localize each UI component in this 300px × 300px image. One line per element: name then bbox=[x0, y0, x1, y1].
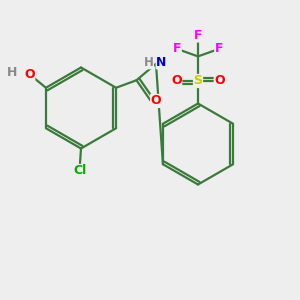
Text: F: F bbox=[215, 42, 223, 56]
Text: O: O bbox=[151, 94, 161, 107]
Text: F: F bbox=[173, 42, 181, 56]
Text: H: H bbox=[7, 66, 17, 79]
Text: O: O bbox=[171, 74, 182, 88]
Text: Cl: Cl bbox=[73, 164, 86, 178]
Text: O: O bbox=[214, 74, 225, 88]
Text: O: O bbox=[24, 68, 35, 81]
Text: S: S bbox=[194, 74, 202, 88]
Text: N: N bbox=[156, 56, 167, 69]
Text: H: H bbox=[143, 56, 153, 69]
Text: F: F bbox=[194, 29, 202, 42]
